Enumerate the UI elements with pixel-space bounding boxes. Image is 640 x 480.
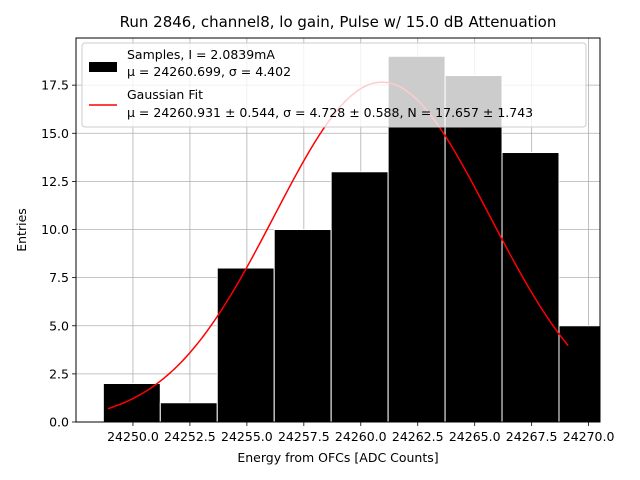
- x-tick-label: 24265.0: [449, 429, 501, 444]
- legend-label-samples-stats: μ = 24260.699, σ = 4.402: [127, 64, 291, 79]
- histogram-bar: [558, 325, 601, 423]
- legend: Samples, I = 2.0839mA μ = 24260.699, σ =…: [81, 42, 587, 128]
- legend-label-fit: Gaussian Fit: [127, 87, 203, 102]
- y-tick-label: 17.5: [41, 78, 69, 93]
- y-axis-ticks: 0.0 2.5 5.0 7.5 10.0 12.5 15.0 17.5: [41, 78, 76, 430]
- x-tick-label: 24257.5: [278, 429, 330, 444]
- chart-title: Run 2846, channel8, lo gain, Pulse w/ 15…: [120, 13, 557, 31]
- x-axis-ticks: 24250.0 24252.5 24255.0 24257.5 24260.0 24262…: [107, 422, 614, 444]
- histogram-bar: [444, 75, 503, 423]
- y-tick-label: 7.5: [49, 270, 69, 285]
- x-tick-label: 24267.5: [506, 429, 558, 444]
- histogram-bar: [102, 383, 161, 423]
- y-axis-label: Entries: [14, 208, 29, 252]
- y-tick-label: 12.5: [41, 174, 69, 189]
- y-tick-label: 2.5: [49, 366, 69, 381]
- y-tick-label: 15.0: [41, 126, 69, 141]
- x-axis-label: Energy from OFCs [ADC Counts]: [237, 450, 438, 465]
- x-tick-label: 24252.5: [164, 429, 216, 444]
- x-tick-label: 24260.0: [335, 429, 387, 444]
- histogram-bar: [216, 267, 275, 423]
- y-tick-label: 10.0: [41, 222, 69, 237]
- x-tick-label: 24255.0: [221, 429, 273, 444]
- x-tick-label: 24270.0: [563, 429, 615, 444]
- plot-frame: [75, 37, 601, 423]
- x-tick-label: 24262.5: [392, 429, 444, 444]
- legend-label-samples: Samples, I = 2.0839mA: [127, 47, 275, 62]
- x-tick-label: 24250.0: [107, 429, 159, 444]
- histogram-bars: [102, 55, 601, 423]
- histogram-bar: [159, 402, 218, 423]
- y-tick-label: 5.0: [49, 318, 69, 333]
- y-tick-label: 0.0: [49, 415, 69, 430]
- legend-box: [81, 42, 587, 128]
- legend-label-fit-stats: μ = 24260.931 ± 0.544, σ = 4.728 ± 0.588…: [127, 105, 533, 120]
- legend-swatch-samples: [89, 62, 117, 72]
- histogram-bar: [330, 171, 389, 423]
- histogram-bar: [273, 229, 332, 423]
- histogram-bar: [501, 152, 560, 423]
